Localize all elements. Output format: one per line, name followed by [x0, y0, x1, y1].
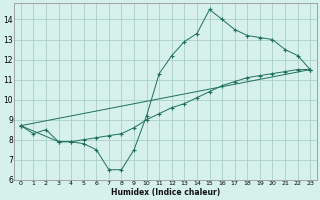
X-axis label: Humidex (Indice chaleur): Humidex (Indice chaleur): [111, 188, 220, 197]
